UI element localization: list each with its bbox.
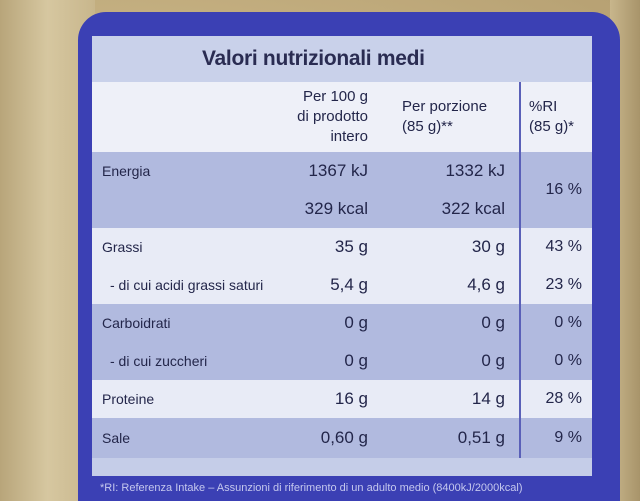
table-row: 329 kcal 322 kcal <box>92 190 592 228</box>
row-portion: 0 g <box>382 304 520 342</box>
table-row: Energia 1367 kJ 1332 kJ 16 % <box>92 152 592 228</box>
row-portion: 1332 kJ <box>382 152 520 190</box>
row-ri: 0 % <box>519 342 592 380</box>
row-label: Carboidrati <box>92 304 272 342</box>
table-row: Grassi 35 g 30 g 43 % <box>92 228 592 266</box>
header-portion: Per porzione (85 g)** <box>382 82 520 152</box>
header-per100-line2: di prodotto intero <box>297 108 368 145</box>
header-portion-line2: (85 g)** <box>402 118 453 135</box>
row-label: Grassi <box>92 228 272 266</box>
table-row: Sale 0,60 g 0,51 g 9 % <box>92 418 592 458</box>
row-label: Sale <box>92 418 272 458</box>
row-per100: 5,4 g <box>272 266 382 304</box>
header-per100: Per 100 g di prodotto intero <box>272 82 382 152</box>
row-per100: 0,60 g <box>272 418 382 458</box>
row-label: - di cui zuccheri <box>92 342 272 380</box>
row-per100: 35 g <box>272 228 382 266</box>
header-ri-line1: %RI <box>529 98 558 115</box>
row-per100: 0 g <box>272 304 382 342</box>
header-ri: %RI (85 g)* <box>519 82 592 152</box>
table-header-row: Per 100 g di prodotto intero Per porzion… <box>92 82 592 152</box>
row-ri: 43 % <box>519 228 592 266</box>
row-per100: 16 g <box>272 380 382 418</box>
row-label: - di cui acidi grassi saturi <box>92 266 272 304</box>
row-per100: 0 g <box>272 342 382 380</box>
row-portion: 0,51 g <box>382 418 520 458</box>
table-row: - di cui zuccheri 0 g 0 g 0 % <box>92 342 592 380</box>
header-ri-line2: (85 g)* <box>529 118 575 135</box>
header-portion-line1: Per porzione <box>402 98 488 115</box>
row-ri: 0 % <box>519 304 592 342</box>
footnote: *RI: Referenza Intake – Assunzioni di ri… <box>100 482 523 494</box>
table-row: Proteine 16 g 14 g 28 % <box>92 380 592 418</box>
nutrition-title: Valori nutrizionali medi <box>202 47 425 70</box>
row-ri: 23 % <box>519 266 592 304</box>
row-ri: 16 % <box>519 152 592 228</box>
row-portion: 30 g <box>382 228 520 266</box>
row-per100: 329 kcal <box>272 190 382 228</box>
row-portion: 0 g <box>382 342 520 380</box>
row-portion: 4,6 g <box>382 266 520 304</box>
row-portion: 322 kcal <box>382 190 520 228</box>
row-label: Proteine <box>92 380 272 418</box>
nutrition-table: Per 100 g di prodotto intero Per porzion… <box>92 82 592 458</box>
row-portion: 14 g <box>382 380 520 418</box>
row-ri: 9 % <box>519 418 592 458</box>
row-label: Energia <box>92 152 272 190</box>
table-row: Carboidrati 0 g 0 g 0 % <box>92 304 592 342</box>
header-per100-line1: Per 100 g <box>302 88 368 105</box>
title-row: Valori nutrizionali medi <box>92 36 592 82</box>
row-label <box>92 190 272 228</box>
row-ri: 28 % <box>519 380 592 418</box>
row-per100: 1367 kJ <box>272 152 382 190</box>
header-empty-cell <box>92 82 272 152</box>
table-row: - di cui acidi grassi saturi 5,4 g 4,6 g… <box>92 266 592 304</box>
